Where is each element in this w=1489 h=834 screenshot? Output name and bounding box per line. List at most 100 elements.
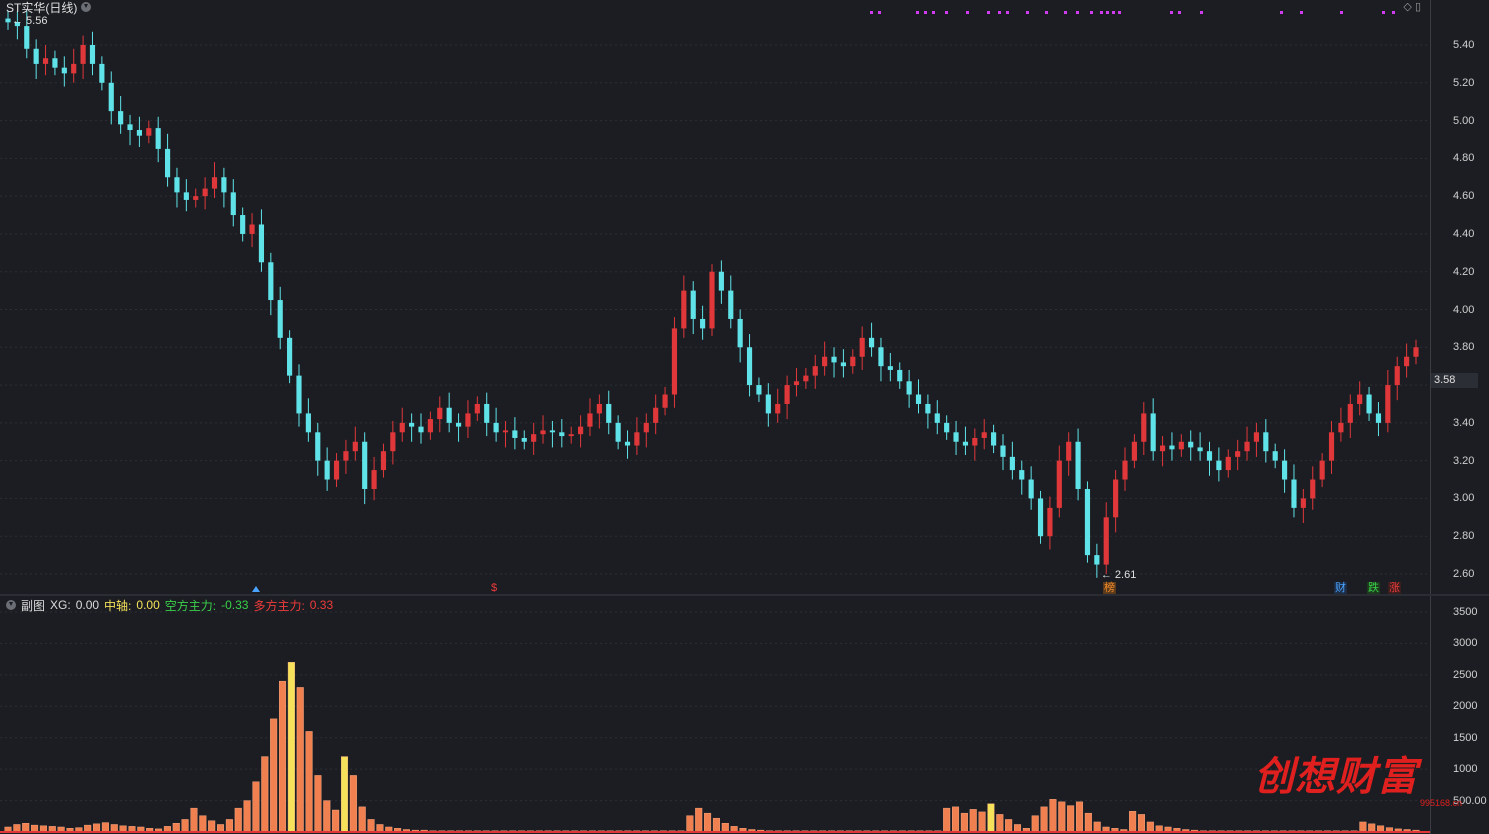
volume-bar[interactable] bbox=[996, 814, 1004, 833]
volume-bar[interactable] bbox=[314, 775, 322, 833]
candle-body[interactable] bbox=[887, 366, 893, 370]
diamond-icon[interactable]: ◇ bbox=[1403, 1, 1412, 13]
volume-bar[interactable] bbox=[101, 822, 109, 833]
candle-body[interactable] bbox=[287, 337, 293, 376]
candle-body[interactable] bbox=[249, 224, 255, 234]
candle-body[interactable] bbox=[1197, 447, 1203, 452]
candle-body[interactable] bbox=[42, 58, 49, 64]
candle-body[interactable] bbox=[240, 215, 246, 234]
candle-body[interactable] bbox=[296, 375, 302, 414]
candle-body[interactable] bbox=[352, 441, 358, 452]
volume-bar[interactable] bbox=[287, 662, 295, 833]
candle-body[interactable] bbox=[1150, 413, 1156, 452]
event-marker-finance[interactable]: 财 bbox=[1334, 582, 1347, 594]
candle-body[interactable] bbox=[615, 422, 621, 442]
volume-bar[interactable] bbox=[1067, 805, 1075, 833]
candle-body[interactable] bbox=[305, 413, 311, 433]
volume-bar[interactable] bbox=[1031, 815, 1039, 833]
candle-body[interactable] bbox=[624, 441, 631, 446]
pane-divider[interactable] bbox=[0, 594, 1489, 596]
volume-bar[interactable] bbox=[270, 718, 278, 833]
candle-body[interactable] bbox=[1328, 432, 1335, 461]
volume-bar[interactable] bbox=[1013, 824, 1022, 833]
volume-bar[interactable] bbox=[261, 756, 269, 833]
candle-body[interactable] bbox=[1347, 403, 1353, 423]
candle-body[interactable] bbox=[1375, 413, 1382, 423]
volume-bar[interactable] bbox=[217, 824, 225, 833]
candle-body[interactable] bbox=[14, 22, 20, 27]
volume-bar[interactable] bbox=[1093, 821, 1101, 833]
volume-bar[interactable] bbox=[1084, 812, 1092, 833]
candle-body[interactable] bbox=[1178, 441, 1184, 450]
candle-body[interactable] bbox=[89, 45, 96, 64]
candle-body[interactable] bbox=[118, 111, 124, 125]
candle-body[interactable] bbox=[211, 177, 218, 189]
candle-body[interactable] bbox=[925, 403, 931, 414]
volume-pane[interactable] bbox=[0, 596, 1430, 834]
candle-body[interactable] bbox=[1019, 470, 1025, 480]
candle-body[interactable] bbox=[409, 422, 415, 427]
candle-body[interactable] bbox=[906, 381, 912, 395]
volume-bar[interactable] bbox=[22, 822, 30, 833]
candle-body[interactable] bbox=[427, 419, 433, 433]
candle-body[interactable] bbox=[465, 413, 471, 427]
candle-body[interactable] bbox=[455, 422, 462, 427]
candle-body[interactable] bbox=[1009, 456, 1015, 471]
candle-body[interactable] bbox=[1188, 441, 1194, 448]
volume-bar[interactable] bbox=[225, 819, 233, 833]
candle-body[interactable] bbox=[127, 124, 133, 131]
event-marker-dollar[interactable]: $ bbox=[491, 582, 498, 594]
candle-body[interactable] bbox=[868, 337, 875, 348]
candle-body[interactable] bbox=[493, 422, 499, 433]
candle-body[interactable] bbox=[531, 434, 537, 442]
candle-body[interactable] bbox=[343, 451, 349, 461]
candle-body[interactable] bbox=[155, 128, 161, 149]
candle-body[interactable] bbox=[1122, 460, 1128, 480]
subchart-dropdown-icon[interactable] bbox=[6, 600, 16, 610]
candle-body[interactable] bbox=[277, 300, 283, 338]
volume-bar[interactable] bbox=[1137, 814, 1146, 833]
volume-bar[interactable] bbox=[332, 809, 340, 833]
candle-body[interactable] bbox=[1169, 445, 1175, 450]
candle-body[interactable] bbox=[1206, 451, 1213, 461]
candle-body[interactable] bbox=[812, 366, 818, 376]
candle-body[interactable] bbox=[1272, 451, 1278, 461]
candle-body[interactable] bbox=[1113, 479, 1119, 518]
candle-body[interactable] bbox=[1103, 517, 1109, 565]
candle-body[interactable] bbox=[746, 347, 753, 386]
candle-body[interactable] bbox=[1366, 394, 1372, 414]
candle-body[interactable] bbox=[521, 437, 527, 442]
candle-body[interactable] bbox=[953, 432, 959, 442]
candle-body[interactable] bbox=[775, 403, 781, 414]
volume-bar[interactable] bbox=[323, 800, 331, 833]
candle-body[interactable] bbox=[643, 422, 649, 433]
candle-body[interactable] bbox=[596, 403, 602, 414]
candle-body[interactable] bbox=[1000, 445, 1006, 457]
volume-bar[interactable] bbox=[243, 800, 251, 833]
candle-body[interactable] bbox=[230, 192, 236, 216]
volume-bar[interactable] bbox=[252, 781, 260, 833]
candle-body[interactable] bbox=[981, 432, 987, 438]
candle-body[interactable] bbox=[333, 460, 340, 480]
volume-bar[interactable] bbox=[1005, 819, 1013, 833]
candle-body[interactable] bbox=[1216, 460, 1222, 471]
candle-body[interactable] bbox=[991, 432, 997, 446]
volume-bar[interactable] bbox=[969, 809, 977, 833]
candle-body[interactable] bbox=[1028, 479, 1034, 499]
volume-bar[interactable] bbox=[960, 812, 968, 833]
candle-body[interactable] bbox=[80, 45, 86, 64]
volume-bar[interactable] bbox=[84, 824, 92, 833]
volume-bar[interactable] bbox=[208, 820, 216, 833]
candle-body[interactable] bbox=[33, 48, 39, 64]
volume-bar[interactable] bbox=[1075, 801, 1084, 833]
candle-body[interactable] bbox=[1263, 432, 1269, 452]
candle-body[interactable] bbox=[399, 422, 405, 433]
candle-body[interactable] bbox=[174, 177, 180, 193]
volume-bar[interactable] bbox=[190, 807, 198, 833]
candle-body[interactable] bbox=[765, 394, 771, 414]
candle-body[interactable] bbox=[822, 356, 828, 367]
candle-body[interactable] bbox=[559, 432, 565, 437]
candle-body[interactable] bbox=[164, 148, 171, 178]
candle-body[interactable] bbox=[972, 437, 978, 446]
candle-body[interactable] bbox=[484, 403, 490, 423]
